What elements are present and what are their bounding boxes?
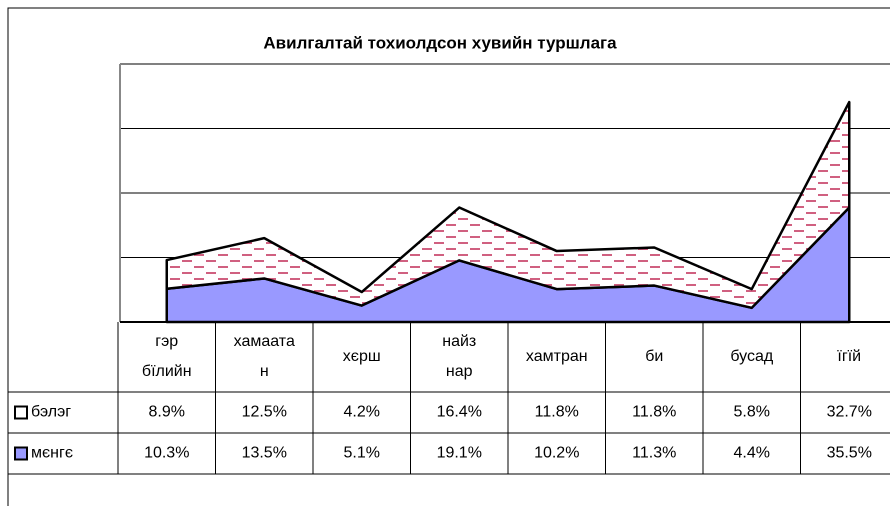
table-value: 16.4% xyxy=(437,404,482,421)
x-tick-label: їгїй xyxy=(837,348,862,365)
x-tick-cell: гэр бїлийн xyxy=(141,333,192,380)
x-tick-label: хєрш xyxy=(342,348,381,365)
legend-swatch xyxy=(14,446,28,461)
legend-swatch xyxy=(14,405,28,420)
x-tick-cell: хєрш xyxy=(342,348,381,365)
x-tick-cell: їгїй xyxy=(837,348,862,365)
table-value: 11.8% xyxy=(632,404,676,421)
chart-title: Авилгалтай тохиолдсон хувийн туршлага xyxy=(263,33,617,52)
table-value: 10.3% xyxy=(144,445,189,462)
table-value: 11.3% xyxy=(632,445,676,462)
table-value: 11.8% xyxy=(535,404,579,421)
x-tick-cell: би xyxy=(645,348,664,365)
x-tick-cell: хамаатан xyxy=(233,333,295,380)
table-value: 32.7% xyxy=(827,404,872,421)
x-tick-label: хамаатан xyxy=(233,333,295,380)
x-tick-label: найз нар xyxy=(442,333,477,380)
table-value: 12.5% xyxy=(242,404,287,421)
legend-label: бэлэг xyxy=(31,404,71,421)
table-value: 19.1% xyxy=(437,445,482,462)
table-value: 13.5% xyxy=(242,445,287,462)
legend-label: мєнгє xyxy=(31,445,73,462)
x-tick-cell: найз нар xyxy=(442,333,477,380)
table-value: 5.1% xyxy=(344,445,380,462)
table-value: 8.9% xyxy=(149,404,185,421)
x-tick-cell: бусад xyxy=(730,348,774,365)
area xyxy=(165,100,851,310)
x-tick-label: хамтран xyxy=(525,348,588,365)
table-value: 10.2% xyxy=(534,445,579,462)
table-value: 4.2% xyxy=(344,404,380,421)
table-value: 5.8% xyxy=(734,404,770,421)
frame xyxy=(7,7,890,506)
x-tick-label: гэр бїлийн xyxy=(141,333,192,380)
table-value: 35.5% xyxy=(827,445,872,462)
x-tick-label: би xyxy=(645,348,664,365)
table-value: 4.4% xyxy=(734,445,770,462)
x-tick-cell: хамтран xyxy=(525,348,588,365)
x-tick-label: бусад xyxy=(730,348,774,365)
